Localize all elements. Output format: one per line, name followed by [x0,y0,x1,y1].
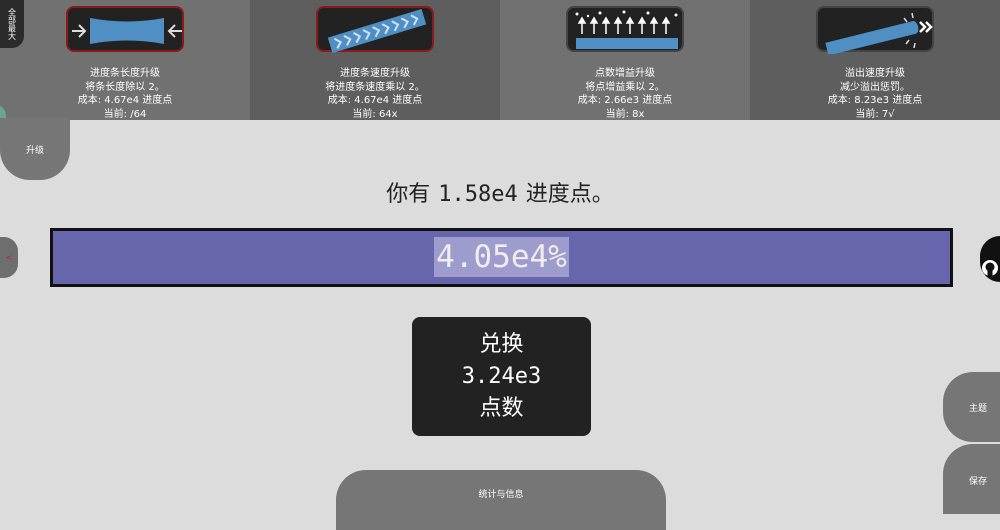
exchange-amount: 3.24e3 [461,364,542,389]
upgrade-current: 当前: 64x [352,108,398,120]
exchange-unit: 点数 [479,396,524,421]
notification-dot [0,104,6,128]
bar-shrink-icon[interactable] [66,6,184,52]
theme-label: 主题 [968,403,987,414]
upgrade-current: 当前: 8x [605,108,645,120]
upgrade-desc: 将点增益乘以 2。 [585,81,665,93]
overflow-speed-icon[interactable] [816,6,934,54]
theme-button[interactable]: 主题 [943,372,1000,442]
upgrade-point-gain[interactable]: 点数增益升级 将点增益乘以 2。 成本: 2.66e3 进度点 当前: 8x [500,0,750,120]
upgrade-cost: 成本: 8.23e3 进度点 [827,95,923,106]
stats-info-button[interactable]: 统计与信息 [336,470,666,530]
progress-bar[interactable]: 4.05e4% [50,228,953,287]
upgrade-title: 点数增益升级 [595,68,655,79]
upgrade-desc: 减少溢出惩罚。 [840,81,910,93]
progress-label: 4.05e4% [434,237,569,277]
upgrade-bar-length[interactable]: 进度条长度升级 将条长度除以 2。 成本: 4.67e4 进度点 当前: /64 [0,0,250,120]
max-all-button[interactable]: 全部最大 [0,0,24,48]
upgrade-cost: 成本: 4.67e4 进度点 [77,95,173,106]
upgrade-tab-button[interactable]: 升级 [0,118,70,180]
upgrade-desc: 将条长度除以 2。 [85,81,165,93]
upgrade-panels: 进度条长度升级 将条长度除以 2。 成本: 4.67e4 进度点 当前: /64 [0,0,1000,120]
collapse-left-button[interactable]: < [0,237,18,278]
upgrade-overflow-speed[interactable]: 溢出速度升级 减少溢出惩罚。 成本: 8.23e3 进度点 当前: 7√ [750,0,1000,120]
upgrade-tab-label: 升级 [25,145,44,156]
bar-speed-icon[interactable] [316,6,434,53]
upgrade-current: 当前: /64 [103,108,147,120]
points-display: 你有 1.58e4 进度点。 [0,176,1000,208]
upgrade-current: 当前: 7√ [855,108,895,120]
upgrade-title: 进度条长度升级 [90,68,160,79]
save-button[interactable]: 保存 [943,444,1000,514]
points-suffix: 进度点。 [525,182,614,207]
upgrade-cost: 成本: 2.66e3 进度点 [577,95,673,106]
github-icon[interactable] [980,236,1000,282]
upgrade-bar-speed[interactable]: 进度条速度升级 将进度条速度乘以 2。 成本: 4.67e4 进度点 当前: 6… [250,0,500,120]
points-gain-icon[interactable] [566,6,684,52]
save-label: 保存 [968,477,987,487]
points-prefix: 你有 [386,182,431,207]
upgrade-cost: 成本: 4.67e4 进度点 [327,95,423,106]
stats-info-label: 统计与信息 [478,490,524,500]
exchange-button[interactable]: 兑换 3.24e3 点数 [412,317,591,436]
upgrade-desc: 将进度条速度乘以 2。 [325,81,425,93]
upgrade-title: 溢出速度升级 [845,68,905,79]
upgrade-title: 进度条速度升级 [340,68,410,79]
exchange-label: 兑换 [479,332,524,357]
points-value: 1.58e4 [438,182,518,207]
